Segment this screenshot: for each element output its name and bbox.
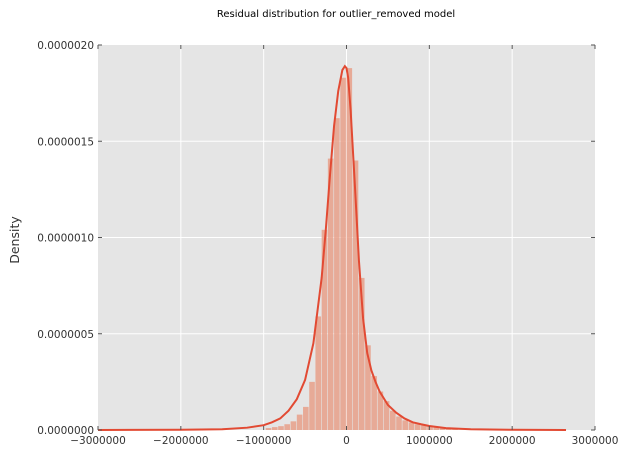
y-tick-label: 0.0000010 — [37, 233, 94, 245]
histogram-bar — [365, 345, 371, 430]
x-tick-label: 1000000 — [406, 435, 453, 447]
histogram-bar — [433, 427, 440, 430]
histogram-bar — [352, 160, 359, 430]
x-tick-label: 0 — [343, 435, 350, 447]
histogram-bar — [358, 277, 365, 430]
histogram-bar — [265, 428, 272, 430]
histogram-bar — [445, 428, 452, 430]
chart-title: Residual distribution for outlier_remove… — [217, 9, 455, 20]
x-tick-label: 2000000 — [489, 435, 536, 447]
histogram-bar — [284, 424, 290, 430]
histogram-bar — [421, 425, 427, 430]
histogram-bar — [402, 420, 409, 430]
histogram-bar — [271, 427, 278, 430]
y-tick-label: 0.0000020 — [37, 40, 94, 52]
histogram-bar — [396, 416, 402, 430]
histogram-bar — [315, 316, 322, 430]
histogram-bar — [383, 401, 390, 430]
y-tick-label: 0.0000005 — [37, 329, 94, 341]
histogram-bar — [414, 424, 421, 430]
histogram-bar — [377, 391, 384, 430]
y-axis: 0.0000000 0.0000005 0.0000010 0.0000015 0.00… — [37, 40, 595, 437]
histogram-bar — [309, 381, 315, 430]
histogram-bar — [327, 158, 334, 430]
histogram-bar — [371, 376, 377, 430]
kde-curve — [97, 64, 567, 431]
histogram-bar — [278, 426, 284, 430]
histogram-bar — [427, 426, 433, 430]
x-tick-label: 3000000 — [572, 435, 619, 447]
x-axis: −3000000 −2000000 −1000000 0 1000000 2000000 3… — [70, 45, 618, 447]
histogram-bar — [389, 410, 396, 430]
histogram-bar — [296, 414, 303, 430]
histogram-bar — [290, 421, 297, 430]
histogram-bar — [408, 422, 415, 430]
y-axis-label: Density — [7, 216, 22, 264]
x-tick-label: −1000000 — [236, 435, 292, 447]
histogram-bar — [321, 229, 328, 430]
histogram — [265, 68, 458, 431]
histogram-bar — [452, 429, 458, 430]
y-tick-label: 0.0000015 — [37, 136, 94, 148]
histogram-bar — [334, 118, 340, 431]
x-tick-label: −2000000 — [153, 435, 209, 447]
histogram-bar — [303, 406, 309, 430]
histogram-bar — [340, 77, 346, 430]
histogram-bar — [439, 428, 446, 430]
y-tick-label: 0.0000000 — [37, 425, 94, 437]
x-tick-label: −3000000 — [70, 435, 126, 447]
histogram-bar — [346, 68, 353, 430]
